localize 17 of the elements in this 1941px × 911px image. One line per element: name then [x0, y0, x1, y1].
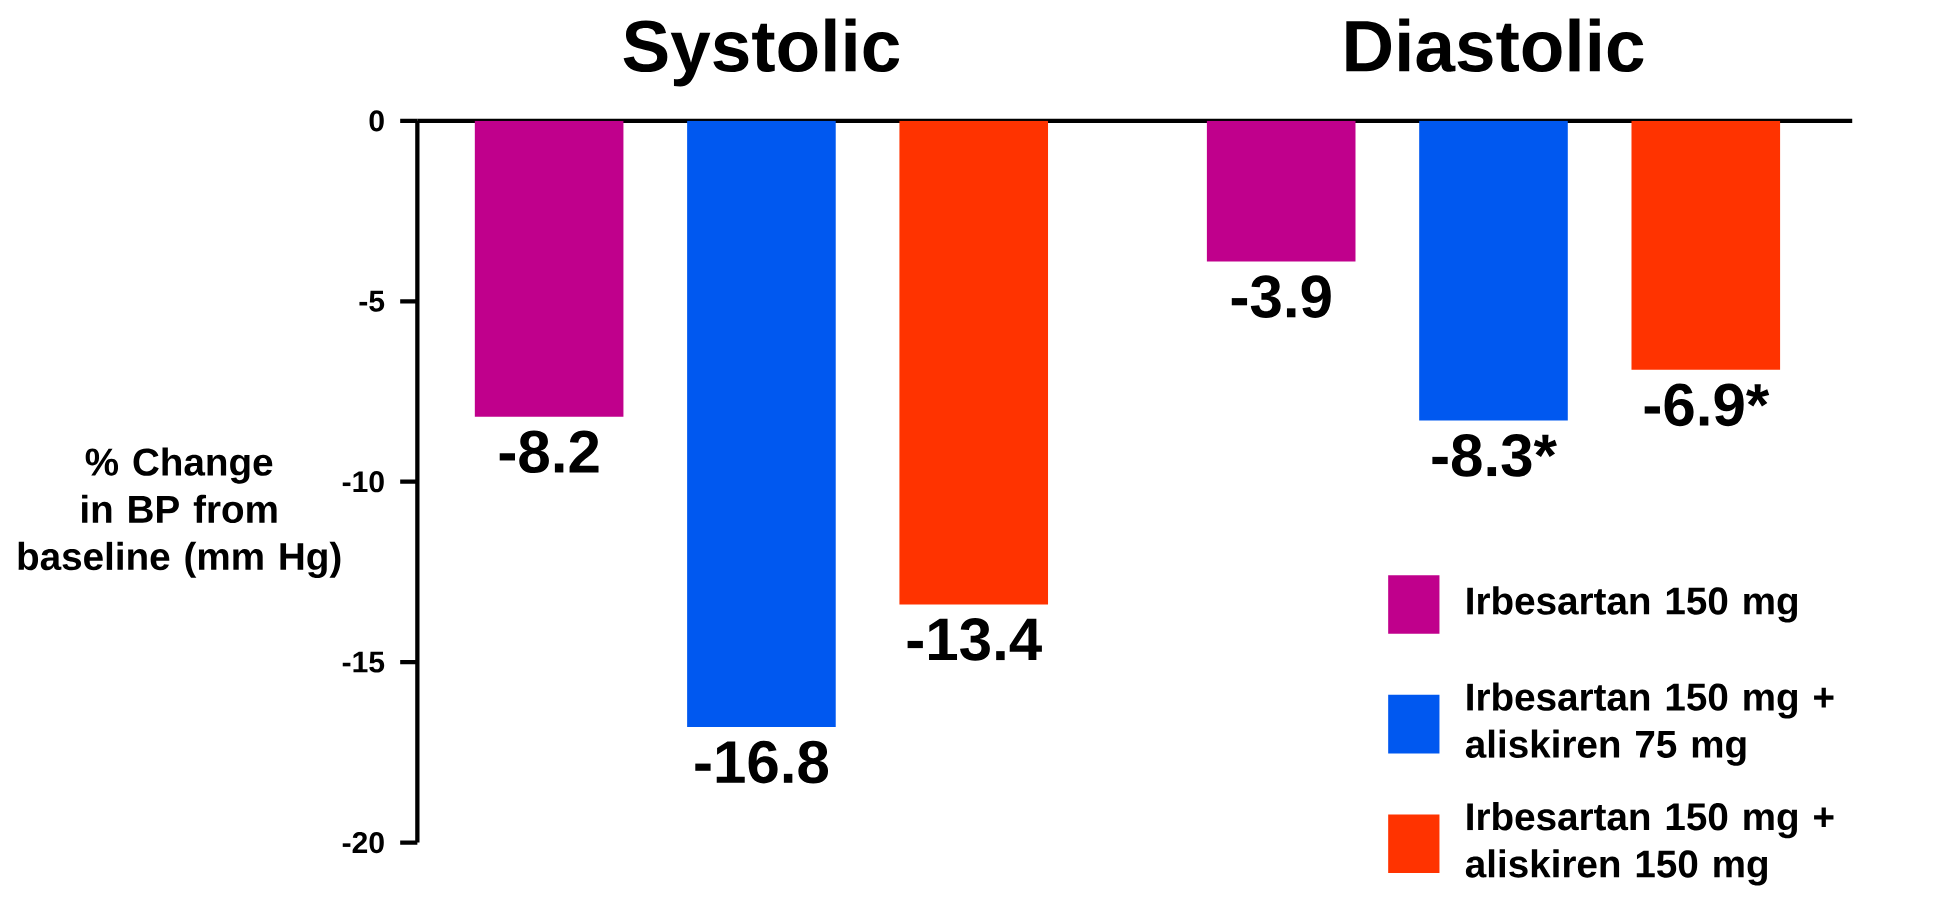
data-label: -8.2 [499, 430, 599, 474]
legend-label: Irbesartan 150 mg + aliskiren 150 mg [1465, 802, 1834, 886]
data-label: -3.9 [1231, 275, 1331, 318]
data-label: -8.3* [1432, 434, 1557, 477]
data-label: -6.9* [1644, 383, 1770, 427]
y-tick-label: 0 [369, 110, 384, 132]
x-tick-label: Systolic [623, 18, 900, 87]
data-label: -13.4 [907, 618, 1042, 661]
y-tick-label: -15 [342, 651, 385, 673]
y-tick-label: -10 [342, 471, 384, 493]
legend-label: Irbesartan 150 mg + aliskiren 75 mg [1465, 682, 1834, 766]
legend-label: Irbesartan 150 mg [1467, 586, 1797, 623]
x-tick-label: Diastolic [1346, 18, 1644, 73]
y-tick-label: -20 [342, 831, 384, 854]
y-tick-label: -5 [359, 290, 385, 312]
y-axis-title: % Change in BP from baseline (mm Hg) [18, 447, 341, 579]
data-label: -16.8 [695, 740, 829, 784]
